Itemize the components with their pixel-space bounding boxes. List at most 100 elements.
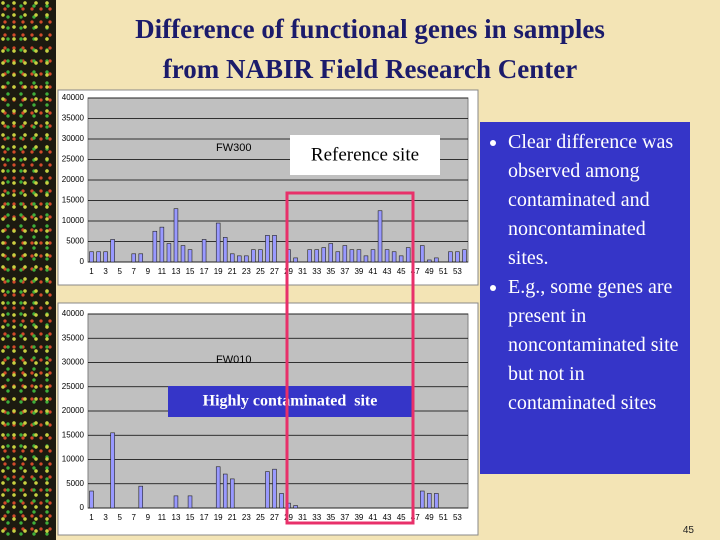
slide-title: Difference of functional genes in sample…: [135, 14, 605, 44]
bar: [152, 230, 158, 263]
x-tick-label: 35: [326, 267, 335, 276]
bar: [89, 490, 94, 509]
x-tick-label: 19: [214, 513, 223, 522]
x-tick-label: 47: [411, 267, 420, 276]
x-tick-label: 53: [453, 267, 462, 276]
x-tick-label: 1: [89, 513, 94, 522]
x-tick-label: 51: [439, 267, 448, 276]
x-tick-label: 9: [146, 513, 151, 522]
y-tick-label: 15000: [62, 196, 85, 205]
bar: [307, 249, 312, 263]
x-tick-label: 37: [340, 513, 349, 522]
bar: [427, 493, 432, 509]
x-tick-label: 25: [256, 513, 265, 522]
bullet: Clear difference was observed among cont…: [508, 128, 682, 273]
x-tick-label: 23: [242, 267, 251, 276]
bar: [251, 249, 256, 263]
bar: [222, 237, 228, 263]
callout-box: [168, 386, 412, 417]
y-tick-label: 0: [80, 257, 85, 266]
bar: [222, 473, 228, 509]
bar: [377, 210, 383, 263]
x-tick-label: 31: [298, 513, 307, 522]
x-tick-label: 29: [284, 267, 293, 276]
y-tick-label: 30000: [62, 358, 85, 367]
x-tick-label: 23: [242, 513, 251, 522]
bar: [258, 249, 263, 263]
page-number: 45: [682, 525, 694, 536]
x-tick-label: 11: [158, 513, 167, 522]
bar: [215, 466, 221, 509]
bar: [131, 253, 136, 263]
slide-title: from NABIR Field Research Center: [162, 54, 578, 84]
y-tick-label: 10000: [62, 455, 85, 464]
bar: [356, 249, 362, 263]
x-tick-label: 43: [383, 267, 392, 276]
x-tick-label: 3: [103, 267, 108, 276]
bar: [335, 251, 341, 263]
x-tick-label: 13: [172, 513, 181, 522]
x-tick-label: 17: [200, 267, 209, 276]
bar: [244, 255, 249, 263]
bar: [427, 259, 432, 263]
x-tick-label: 49: [425, 513, 434, 522]
bar: [96, 251, 101, 263]
bar: [391, 251, 397, 263]
x-tick-label: 7: [132, 513, 137, 522]
bar: [187, 495, 193, 509]
x-tick-label: 15: [186, 513, 195, 522]
y-tick-label: 20000: [62, 406, 85, 415]
x-tick-label: 27: [270, 267, 279, 276]
bar: [138, 253, 144, 263]
y-tick-label: 15000: [62, 430, 85, 439]
series-label: FW300: [216, 142, 251, 154]
callout: Highly contaminated site: [203, 393, 378, 410]
bar: [420, 245, 425, 263]
x-tick-label: 47: [411, 513, 420, 522]
bar: [398, 255, 404, 263]
y-tick-label: 25000: [62, 382, 85, 391]
bar: [166, 243, 172, 263]
x-tick-label: 33: [312, 513, 321, 522]
bar: [201, 239, 207, 263]
x-tick-label: 25: [256, 267, 265, 276]
x-tick-label: 41: [369, 513, 378, 522]
x-tick-label: 41: [369, 267, 378, 276]
x-tick-label: 33: [312, 267, 321, 276]
bar: [420, 490, 425, 509]
x-tick-label: 19: [214, 267, 223, 276]
x-tick-label: 37: [340, 267, 349, 276]
bar: [272, 235, 277, 263]
y-tick-label: 35000: [62, 114, 85, 123]
bar: [265, 471, 270, 509]
bar: [180, 245, 186, 263]
x-tick-label: 43: [383, 513, 392, 522]
y-tick-label: 10000: [62, 216, 85, 225]
bar: [370, 249, 376, 263]
bar: [230, 478, 235, 509]
y-tick-label: 0: [80, 503, 85, 512]
bar: [434, 493, 439, 509]
x-tick-label: 35: [326, 513, 335, 522]
bar: [363, 255, 369, 263]
y-tick-label: 35000: [62, 333, 85, 342]
x-tick-label: 9: [146, 267, 151, 276]
series-label: FW010: [216, 354, 251, 366]
x-tick-label: 7: [132, 267, 137, 276]
bar: [434, 257, 439, 263]
bar: [384, 249, 390, 263]
x-tick-label: 49: [425, 267, 434, 276]
bar: [215, 222, 221, 263]
bar: [138, 485, 144, 509]
x-tick-label: 21: [228, 513, 237, 522]
bar: [314, 249, 319, 263]
y-tick-label: 5000: [66, 479, 84, 488]
bar: [173, 495, 179, 509]
bar: [321, 247, 326, 263]
x-tick-label: 29: [284, 513, 293, 522]
x-tick-label: 39: [354, 513, 363, 522]
bar: [159, 226, 165, 263]
bar: [173, 208, 179, 263]
x-tick-label: 39: [354, 267, 363, 276]
